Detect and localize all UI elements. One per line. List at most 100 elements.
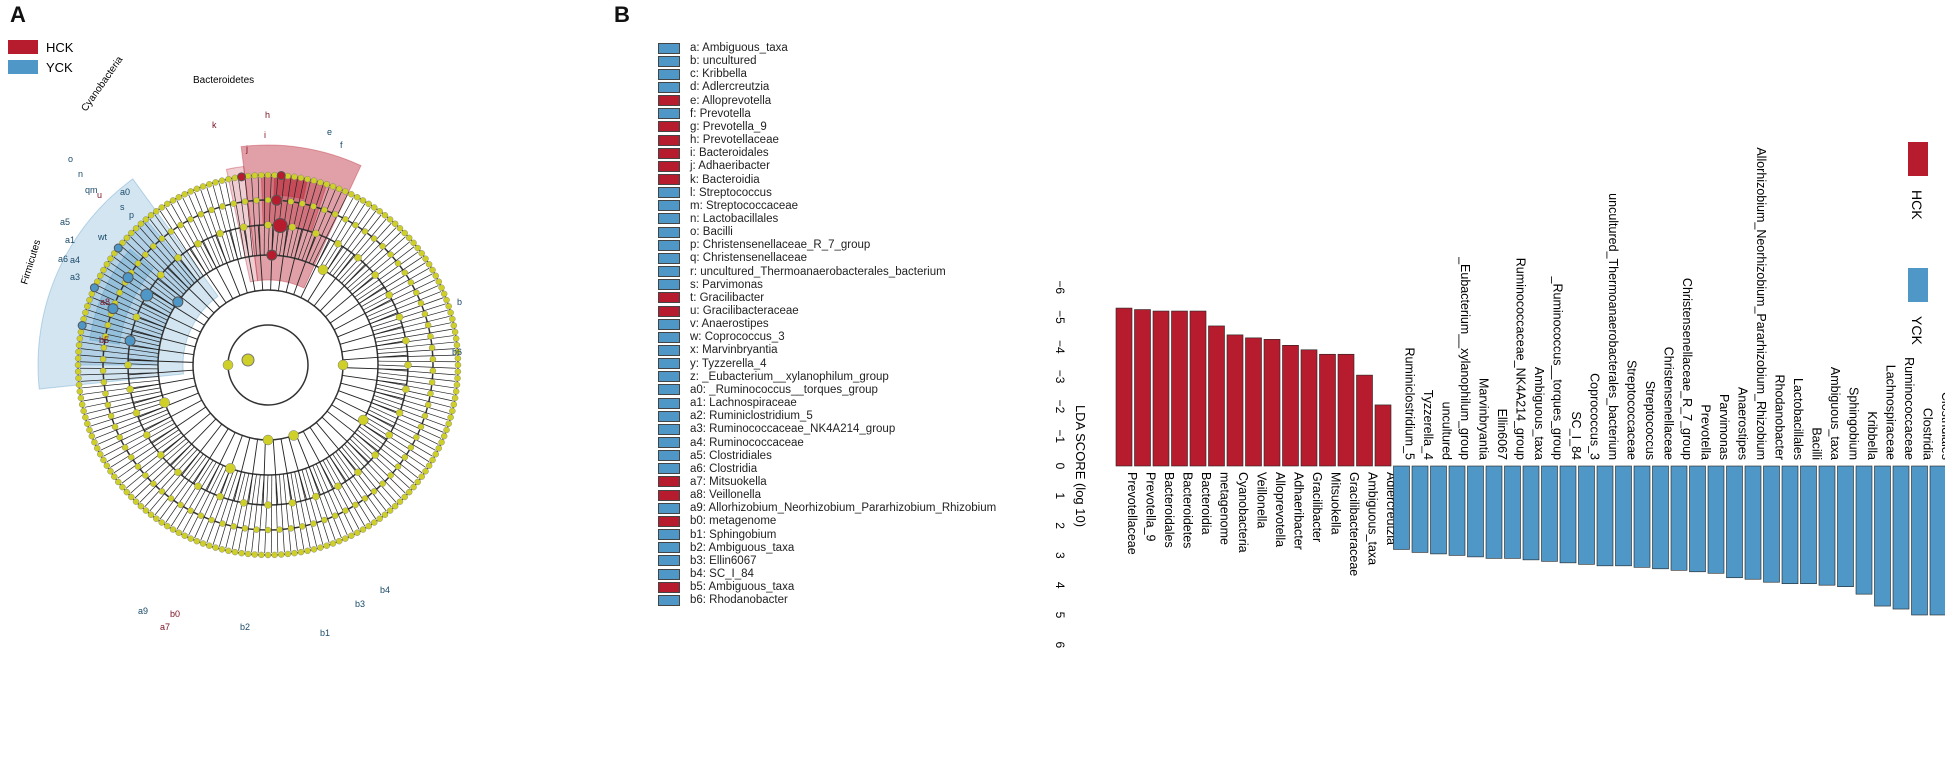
leaf-node bbox=[84, 303, 91, 310]
legend-text: g: Prevotella_9 bbox=[690, 120, 767, 133]
leaf-node bbox=[97, 272, 104, 280]
bar-label: Anaerostipes bbox=[1736, 387, 1750, 460]
node bbox=[370, 235, 378, 242]
branch bbox=[82, 383, 160, 395]
node bbox=[134, 463, 142, 470]
leaf-node bbox=[429, 456, 436, 464]
leaf-node bbox=[440, 432, 448, 440]
branch bbox=[363, 273, 433, 311]
leaf-node bbox=[169, 197, 177, 204]
branch bbox=[193, 428, 229, 484]
bar-yck bbox=[1726, 465, 1743, 579]
bar-label: Gracilibacter bbox=[1310, 472, 1324, 542]
legend-text: b0: metagenome bbox=[690, 515, 777, 528]
leaf-node bbox=[453, 381, 461, 389]
node bbox=[287, 525, 295, 532]
panel-a-label: A bbox=[10, 2, 26, 27]
bar-yck bbox=[1578, 465, 1595, 565]
clade-label: Cyanobacteria bbox=[79, 54, 125, 113]
bar-label: Kribbella bbox=[1865, 411, 1879, 460]
bar-label: Alloprevotella bbox=[1273, 472, 1287, 547]
bar-label: Streptococcus bbox=[1643, 381, 1657, 460]
leaf-node bbox=[353, 529, 361, 536]
branch bbox=[194, 191, 224, 265]
legend-text: m: Streptococcaceae bbox=[690, 199, 799, 212]
legend-text: z: _Eubacterium__xylanophilum_group bbox=[690, 370, 889, 383]
branch bbox=[243, 227, 256, 292]
branch bbox=[90, 303, 164, 332]
branch bbox=[212, 470, 239, 545]
legend-swatch bbox=[658, 95, 680, 107]
node bbox=[197, 211, 205, 218]
legend-entry: u: Gracilibacteraceae bbox=[658, 303, 799, 319]
branch bbox=[325, 458, 366, 527]
node bbox=[401, 269, 408, 276]
legend-swatch bbox=[658, 344, 680, 356]
leaf-node bbox=[100, 266, 107, 274]
branch bbox=[117, 432, 182, 479]
branch bbox=[238, 473, 254, 551]
branch bbox=[113, 429, 180, 474]
node-letter-yck: e bbox=[327, 127, 332, 137]
leaf-node bbox=[454, 375, 461, 382]
branch bbox=[244, 474, 257, 552]
leaf-node bbox=[440, 290, 448, 298]
branch bbox=[305, 468, 330, 543]
branch bbox=[251, 474, 261, 553]
legend-entry: o: Bacilli bbox=[658, 224, 733, 240]
node-letter-yck: b4 bbox=[380, 585, 390, 595]
node bbox=[104, 321, 112, 329]
branch bbox=[288, 436, 308, 500]
bar-label: Ruminococcaceae_NK4A214_group bbox=[1514, 258, 1528, 460]
branch bbox=[206, 432, 236, 492]
clade-label: Bacteroidetes bbox=[193, 75, 254, 86]
hck-node bbox=[271, 194, 283, 206]
legend-text: a2: Ruminiclostridium_5 bbox=[690, 410, 813, 423]
node bbox=[427, 390, 434, 397]
legend-label-hck: HCK bbox=[1909, 190, 1925, 220]
node bbox=[371, 271, 379, 279]
branch bbox=[157, 278, 210, 320]
bar-yck bbox=[1781, 465, 1799, 585]
node-letter-yck: f bbox=[340, 140, 343, 150]
leaf-node bbox=[80, 407, 87, 415]
bar-yck bbox=[1892, 465, 1910, 610]
branch bbox=[326, 207, 371, 272]
branch bbox=[244, 178, 254, 257]
leaf-node bbox=[323, 181, 330, 188]
leaf-node bbox=[432, 450, 439, 458]
branch bbox=[189, 248, 227, 304]
branch bbox=[275, 474, 279, 553]
node bbox=[208, 516, 215, 524]
legend-entry: a4: Ruminococcaceae bbox=[658, 435, 804, 451]
branch bbox=[182, 463, 221, 533]
branch bbox=[166, 267, 215, 314]
leaf-node bbox=[422, 468, 429, 475]
legend-swatch bbox=[658, 463, 680, 475]
legend-swatch bbox=[658, 318, 680, 330]
node-letter-yck: wt bbox=[97, 232, 107, 242]
branch bbox=[200, 468, 231, 541]
leaf-node bbox=[142, 507, 150, 514]
branch bbox=[176, 461, 217, 530]
legend-text: b2: Ambiguous_taxa bbox=[690, 541, 795, 554]
branch bbox=[106, 422, 175, 463]
legend-swatch bbox=[658, 555, 680, 567]
leaf-node bbox=[212, 544, 219, 551]
branch bbox=[128, 359, 194, 363]
node bbox=[317, 264, 329, 275]
node-letter-yck: b2 bbox=[240, 622, 250, 632]
node bbox=[239, 223, 248, 231]
node bbox=[402, 385, 410, 394]
leaf-node bbox=[452, 388, 460, 395]
legend-text: h: Prevotellaceae bbox=[690, 134, 779, 147]
branch bbox=[373, 394, 448, 421]
node-letter-hck: j bbox=[245, 144, 248, 154]
branch bbox=[212, 185, 235, 261]
node-letter-yck: s bbox=[120, 202, 125, 212]
leaf-node bbox=[271, 551, 278, 559]
leaf-node bbox=[410, 483, 417, 491]
branch bbox=[364, 416, 433, 457]
node-letter-yck: a0 bbox=[120, 187, 130, 197]
leaf-node bbox=[371, 204, 378, 211]
